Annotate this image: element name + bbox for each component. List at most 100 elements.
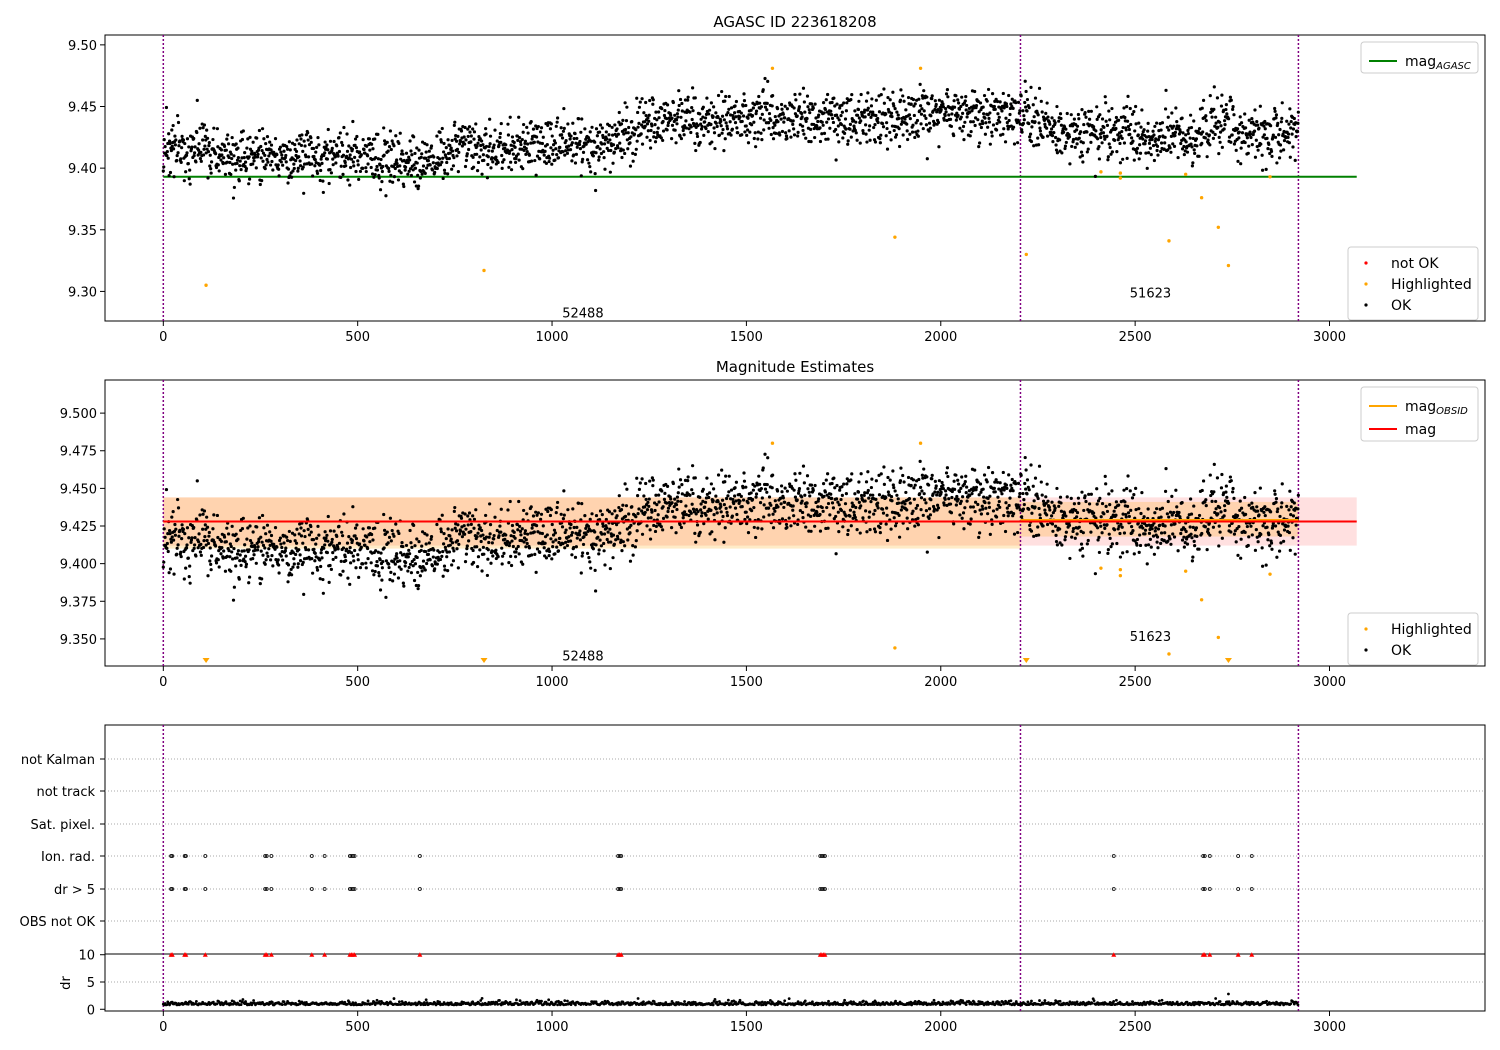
ok-point	[547, 159, 551, 164]
ok-point	[843, 117, 848, 121]
ok-point	[514, 550, 518, 554]
ok-point	[1240, 131, 1245, 135]
ok-point	[195, 98, 199, 102]
ok-point	[402, 584, 406, 588]
ok-point	[229, 172, 233, 177]
ok-point	[753, 103, 757, 107]
ok-point	[964, 490, 968, 495]
ok-point	[286, 563, 291, 567]
ok-point	[1263, 119, 1267, 124]
ok-point	[669, 497, 673, 501]
ok-point	[364, 561, 368, 565]
ok-point	[368, 148, 372, 152]
ok-point	[733, 111, 737, 115]
ok-point	[1146, 151, 1151, 155]
ok-point	[269, 558, 273, 562]
ok-point	[167, 139, 172, 143]
ok-point	[1163, 135, 1167, 139]
ok-point	[284, 554, 288, 558]
ok-point	[511, 544, 515, 549]
ok-point	[1005, 506, 1009, 510]
ok-point	[771, 512, 775, 516]
ok-point	[1119, 522, 1123, 526]
ok-point	[170, 515, 174, 519]
ok-point	[244, 167, 249, 171]
ok-point	[1003, 529, 1008, 534]
ok-point	[516, 544, 520, 549]
ok-point	[935, 503, 940, 507]
ok-point	[499, 121, 503, 126]
ok-point	[387, 145, 392, 149]
ok-point	[988, 532, 992, 536]
ok-point	[924, 501, 928, 505]
ok-point	[1151, 534, 1156, 538]
ok-point	[977, 145, 981, 149]
ok-point	[665, 484, 670, 488]
ok-point	[634, 515, 638, 519]
ok-point	[551, 148, 555, 152]
ok-point	[313, 158, 317, 162]
ok-point	[781, 496, 785, 500]
ok-point	[198, 156, 203, 161]
ok-point	[831, 506, 836, 510]
ok-point	[316, 524, 320, 528]
ok-point	[832, 96, 836, 100]
ok-point	[690, 105, 694, 110]
ok-point	[1002, 488, 1006, 492]
ok-point	[332, 529, 336, 533]
ok-point	[1146, 121, 1150, 125]
ok-point	[962, 482, 967, 486]
ok-point	[1045, 101, 1049, 105]
ok-point	[1071, 137, 1076, 142]
ok-point	[750, 509, 754, 513]
ok-point	[648, 138, 652, 143]
ok-point	[1021, 507, 1026, 511]
ok-point	[635, 529, 639, 533]
ok-point	[243, 160, 248, 164]
ok-point	[1159, 149, 1163, 154]
ok-point	[885, 513, 889, 517]
ok-point	[834, 127, 838, 132]
ok-point	[962, 527, 966, 531]
ok-point	[243, 560, 247, 564]
ok-point	[350, 538, 355, 543]
ok-point	[262, 137, 266, 141]
ok-point	[593, 589, 598, 593]
ok-point	[719, 124, 723, 128]
ok-point	[1249, 135, 1253, 140]
ok-point	[555, 545, 559, 549]
ok-point	[277, 571, 281, 575]
ok-point	[179, 550, 183, 554]
ok-point	[1110, 542, 1114, 546]
ok-point	[1048, 508, 1052, 512]
ok-point	[550, 162, 554, 166]
ok-point	[653, 501, 657, 505]
ok-point	[570, 531, 574, 535]
ok-point	[1120, 525, 1124, 529]
ok-point	[798, 509, 802, 513]
ok-point	[1058, 541, 1062, 545]
ok-point	[382, 126, 386, 130]
ok-point	[1071, 527, 1076, 531]
ok-point	[271, 564, 275, 568]
ok-point	[996, 495, 1000, 499]
ok-point	[523, 529, 528, 533]
ok-point	[918, 82, 922, 86]
ok-point	[407, 565, 411, 570]
ok-point	[165, 541, 169, 546]
ok-point	[1254, 138, 1258, 142]
ok-point	[208, 164, 212, 168]
ok-point	[180, 146, 184, 150]
ok-point	[1122, 488, 1126, 492]
ok-point	[994, 478, 998, 482]
ok-point	[1077, 117, 1081, 121]
ok-point	[291, 169, 295, 173]
legend-point-swatch	[1364, 261, 1368, 265]
ok-point	[1032, 144, 1036, 148]
ok-point	[831, 120, 836, 125]
ok-point	[701, 105, 705, 109]
ok-point	[707, 112, 711, 116]
ok-point	[802, 100, 806, 104]
ok-point	[699, 122, 703, 126]
ok-point	[634, 147, 638, 151]
